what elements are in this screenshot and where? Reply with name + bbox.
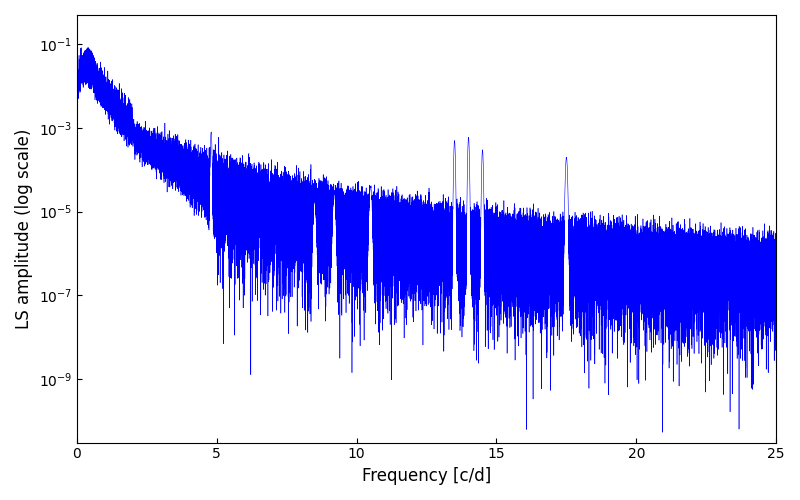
X-axis label: Frequency [c/d]: Frequency [c/d] [362,467,491,485]
Y-axis label: LS amplitude (log scale): LS amplitude (log scale) [15,128,33,329]
